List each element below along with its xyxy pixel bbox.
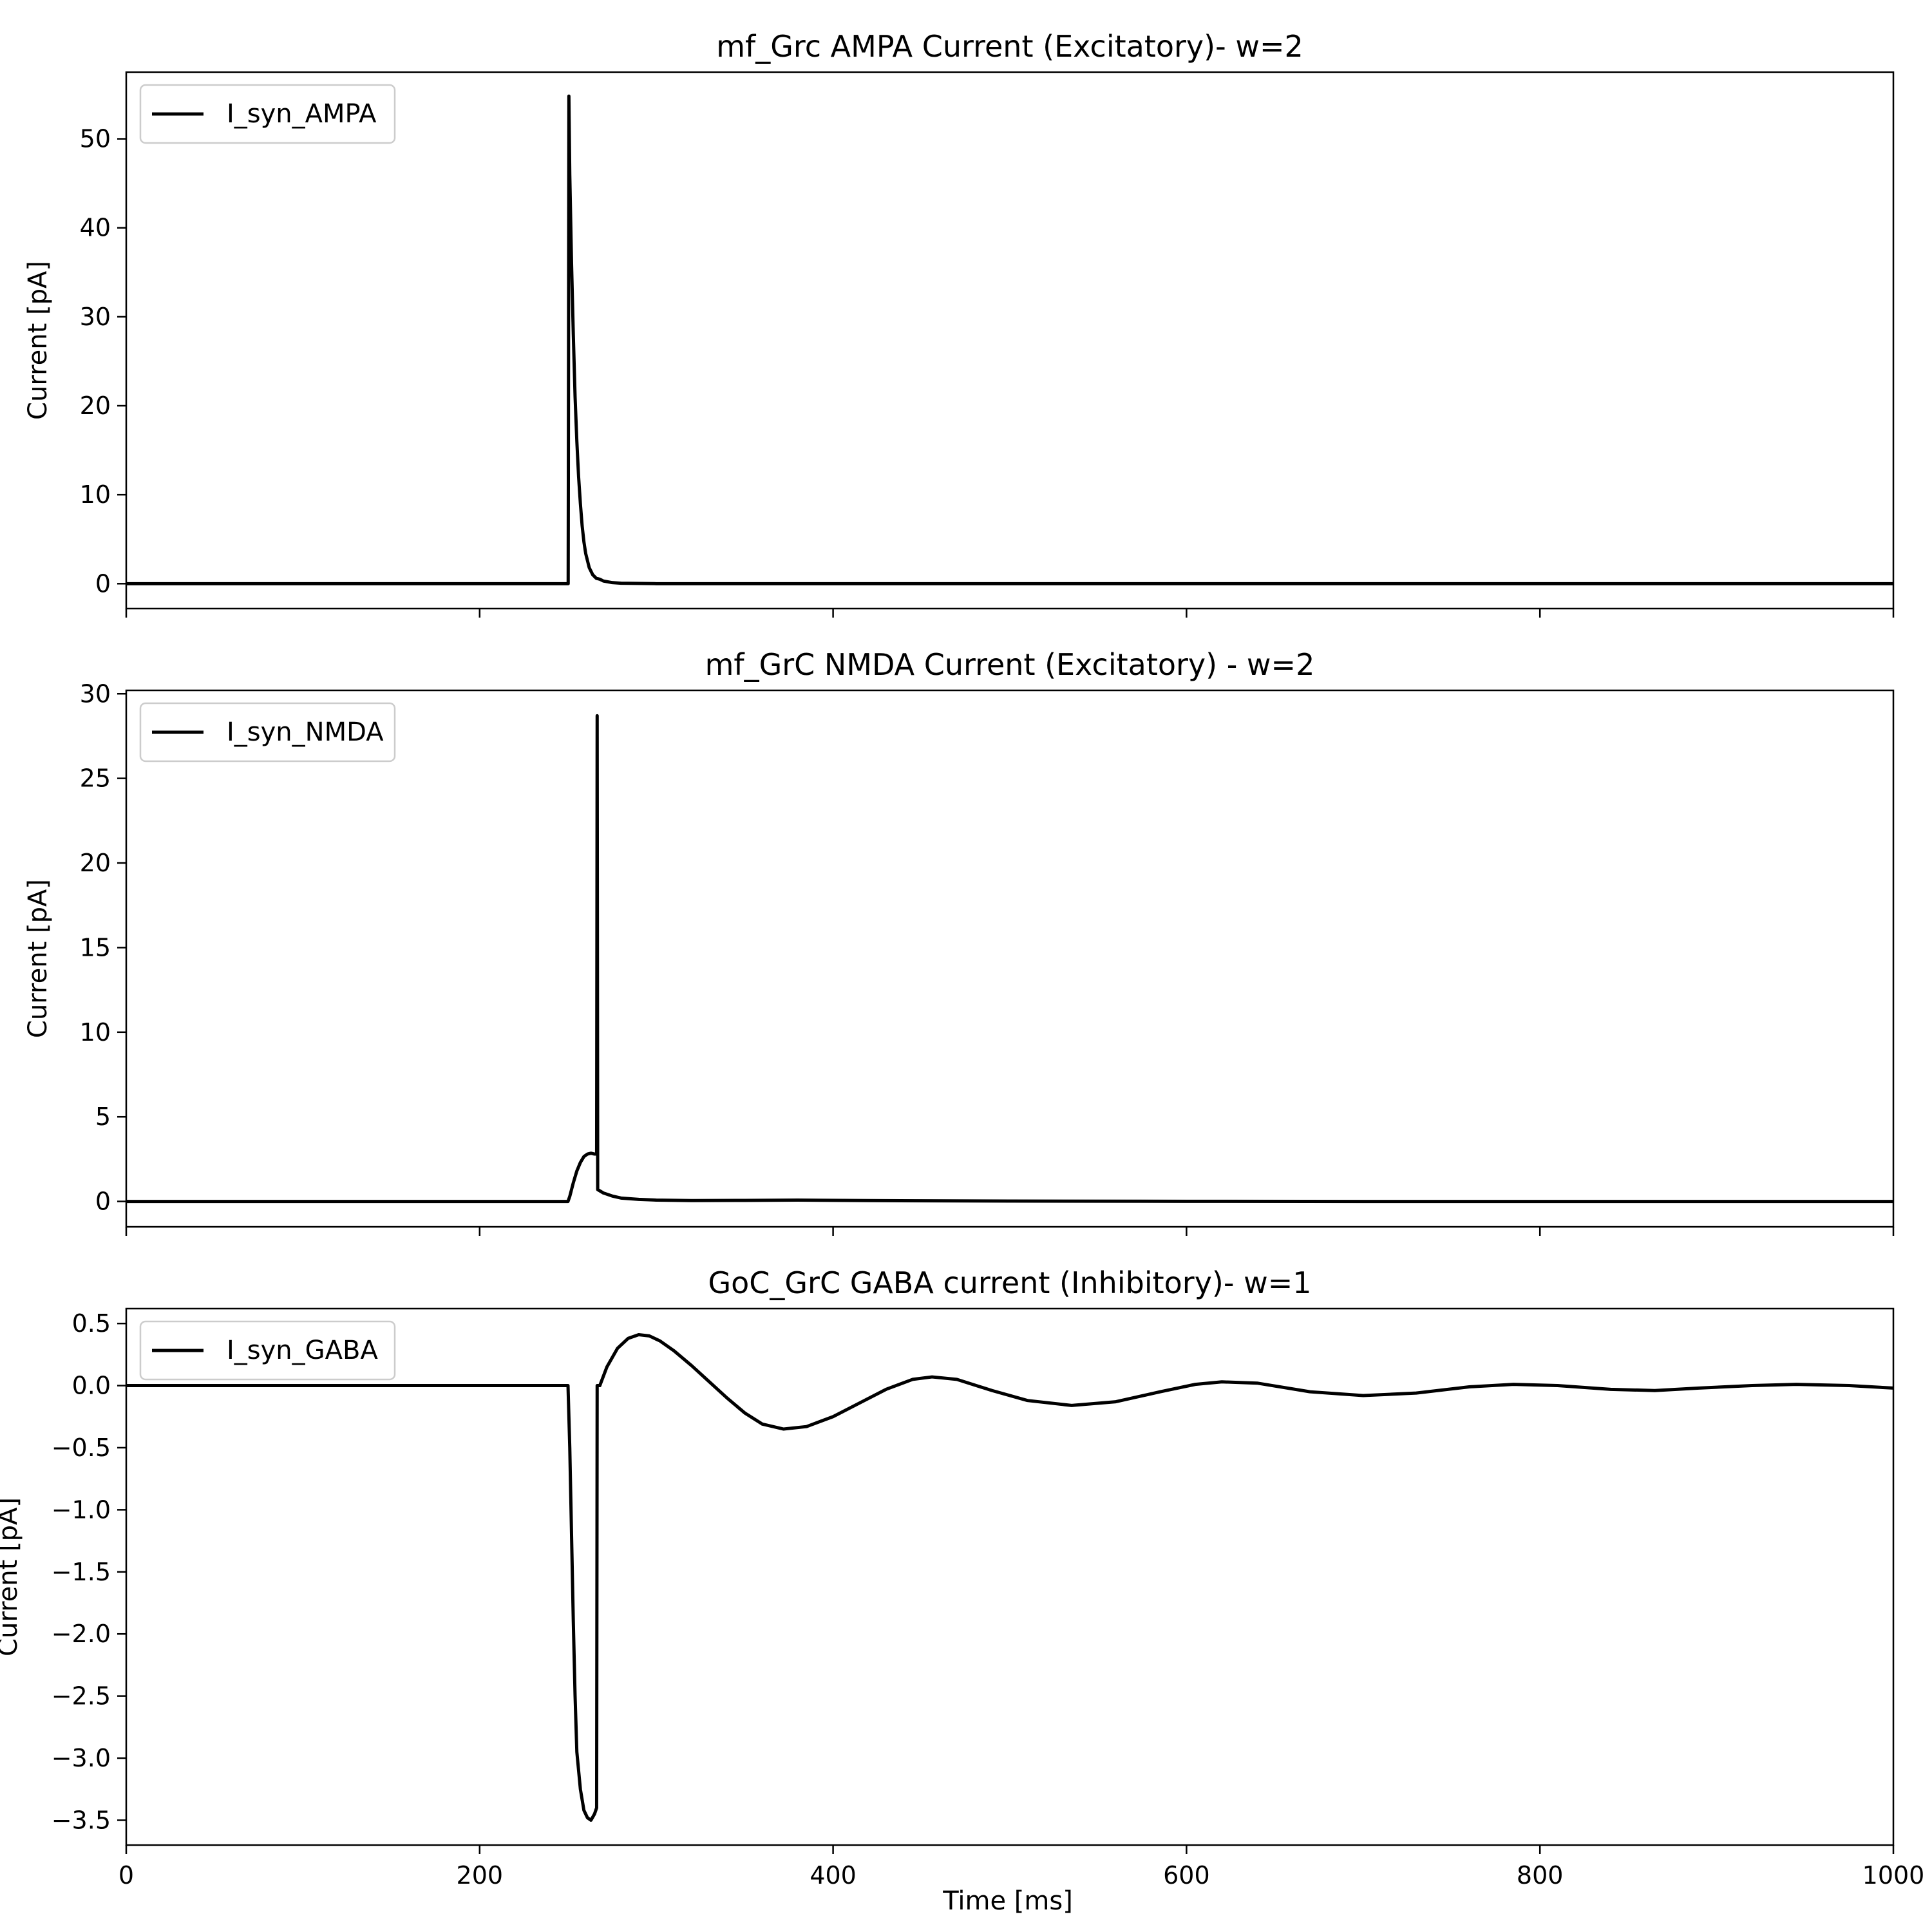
y-tick-label: 15 [80,933,111,961]
chart-title: mf_Grc AMPA Current (Excitatory)- w=2 [716,29,1303,64]
y-axis-label: Current [pA] [0,1497,23,1656]
x-tick-label: 400 [810,1861,857,1889]
series-line-I_syn_AMPA [126,94,1893,585]
y-tick-label: −2.0 [52,1620,111,1648]
legend-box [139,84,396,144]
y-tick-label: 0 [95,569,111,598]
legend-label: I_syn_GABA [227,1336,378,1365]
legend: I_syn_NMDA [139,702,396,762]
axes-frame [125,1307,1895,1846]
y-tick-label: 20 [80,849,111,877]
x-tick-label: 600 [1163,1861,1210,1889]
y-tick-label: 40 [80,214,111,242]
y-tick-label: 0.5 [72,1309,111,1338]
x-tick-label: 200 [457,1861,504,1889]
y-tick-label: −2.5 [52,1682,111,1710]
legend-label: I_syn_AMPA [227,99,377,129]
chart-title: mf_GrC NMDA Current (Excitatory) - w=2 [705,647,1315,682]
y-tick-label: −3.0 [52,1744,111,1772]
y-tick-label: −3.5 [52,1806,111,1834]
y-tick-label: −1.0 [52,1495,111,1524]
y-tick-label: 20 [80,392,111,420]
chart-panel-3: GoC_GrC GABA current (Inhibitory)- w=1 Cu… [0,1265,1924,1889]
y-tick-label: 0 [95,1188,111,1216]
y-axis-label: Current [pA] [23,261,53,420]
x-axis-label: Time [ms] [942,1886,1073,1916]
y-tick-label: −0.5 [52,1434,111,1462]
axes-frame [125,71,1895,610]
chart-panel-1: mf_Grc AMPA Current (Excitatory)- w=2 Cur… [23,29,1895,618]
chart-title: GoC_GrC GABA current (Inhibitory)- w=1 [708,1265,1311,1300]
axes-frame [125,689,1895,1228]
panels: mf_Grc AMPA Current (Excitatory)- w=2 Cur… [0,29,1924,1889]
series-line-I_syn_GABA [126,1332,1894,1822]
y-tick-label: 30 [80,303,111,331]
legend-box [139,1320,396,1381]
chart-panel-2: mf_GrC NMDA Current (Excitatory) - w=2 Cu… [23,647,1895,1236]
y-tick-label: 25 [80,764,111,793]
legend: I_syn_AMPA [139,84,396,144]
legend-label: I_syn_NMDA [227,717,384,747]
series-line-I_syn_NMDA [126,714,1893,1204]
y-tick-label: 10 [80,1018,111,1046]
legend: I_syn_GABA [139,1320,396,1381]
y-tick-label: 5 [95,1103,111,1131]
y-tick-label: 0.0 [72,1372,111,1400]
y-tick-label: 50 [80,125,111,153]
x-tick-label: 800 [1517,1861,1564,1889]
x-tick-label: 1000 [1862,1861,1925,1889]
y-tick-label: 10 [80,480,111,509]
y-tick-label: 30 [80,679,111,708]
x-tick-label: 0 [118,1861,134,1889]
y-axis-label: Current [pA] [23,879,53,1038]
y-tick-label: −1.5 [52,1558,111,1586]
legend-box [139,702,396,762]
